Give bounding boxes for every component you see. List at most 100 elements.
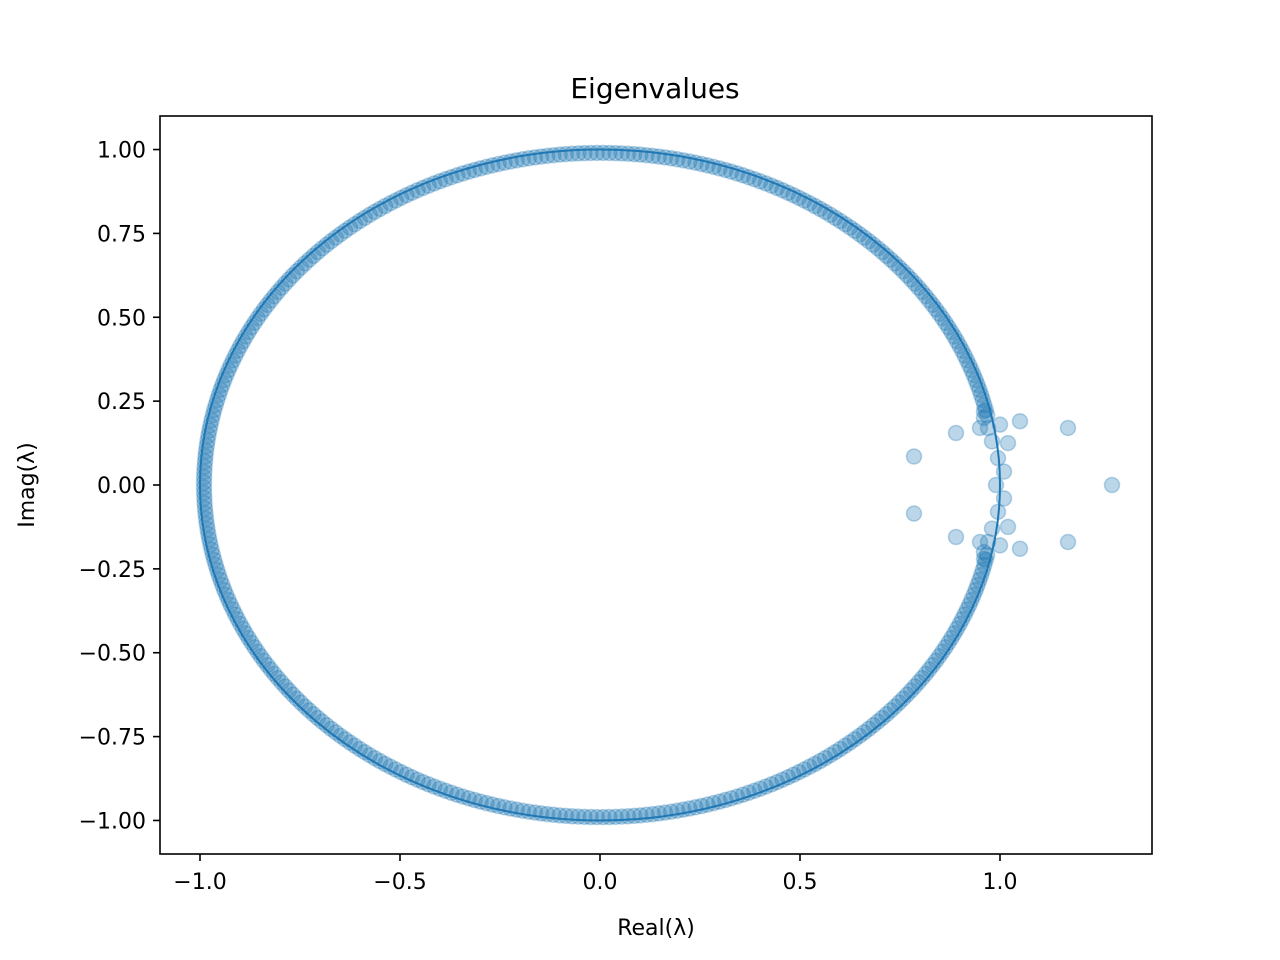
eigenvalue-point <box>195 474 213 491</box>
eigenvalue-point <box>873 709 891 727</box>
eigenvalue-point <box>318 236 335 253</box>
eigenvalue-point <box>906 678 924 695</box>
eigenvalue-point <box>991 416 1009 433</box>
eigenvalue-point <box>987 476 1005 494</box>
eigenvalue-point <box>288 263 306 280</box>
eigenvalue-point <box>284 686 302 703</box>
eigenvalue-point <box>917 665 935 683</box>
chart-title: Eigenvalues <box>570 72 739 105</box>
eigenvalue-point <box>905 505 923 522</box>
eigenvalue-point <box>292 694 310 711</box>
y-tick-label: −0.50 <box>79 642 146 667</box>
eigenvalue-point <box>313 240 331 257</box>
eigenvalue-point <box>882 251 900 268</box>
unit-circle <box>199 148 1001 822</box>
eigenvalue-point <box>886 255 904 272</box>
eigenvalue-point <box>322 720 340 738</box>
plot-area <box>195 144 1121 826</box>
eigenvalue-point <box>906 275 924 292</box>
y-axis-label: Imag(λ) <box>15 442 40 528</box>
eigenvalue-point <box>269 283 287 301</box>
eigenvalue-point <box>971 419 989 437</box>
eigenvalue-point <box>991 537 1009 554</box>
y-tick-label: 0.00 <box>97 474 146 499</box>
eigenvalue-points <box>195 144 1121 826</box>
eigenvalue-point <box>309 709 327 727</box>
eigenvalue-point <box>296 255 314 272</box>
x-axis-ticks: −1.0 −0.5 0.0 0.5 1.0 <box>173 854 1018 895</box>
eigenvalue-point <box>910 674 927 691</box>
eigenvalue-point <box>276 275 294 292</box>
x-axis-label: Real(λ) <box>617 916 695 941</box>
eigenvalue-point <box>947 424 965 442</box>
eigenvalue-point <box>999 518 1017 536</box>
eigenvalue-point <box>309 243 327 261</box>
eigenvalue-point <box>865 717 882 734</box>
eigenvalue-point <box>273 279 290 296</box>
x-tick-label: 1.0 <box>983 870 1018 895</box>
y-tick-label: −0.75 <box>79 726 146 751</box>
y-tick-label: 1.00 <box>97 139 146 164</box>
eigenvalue-point <box>902 682 920 699</box>
eigenvalue-point <box>894 690 912 707</box>
eigenvalue-point <box>975 550 993 568</box>
eigenvalue-point <box>296 698 314 715</box>
eigenvalue-point <box>878 705 895 723</box>
eigenvalue-point <box>280 271 298 288</box>
eigenvalue-point <box>1103 476 1121 494</box>
eigenvalue-point <box>979 419 997 437</box>
eigenvalue-point <box>878 247 895 265</box>
eigenvalue-point <box>265 665 283 683</box>
y-tick-label: 0.25 <box>97 390 146 415</box>
eigenvalue-point <box>1011 413 1029 430</box>
eigenvalue-point <box>971 533 989 551</box>
eigenvalue-point <box>292 259 310 276</box>
eigenvalue-point <box>890 259 908 276</box>
eigenvalue-point <box>886 698 904 715</box>
y-tick-label: 0.75 <box>97 222 146 247</box>
eigenvalue-point <box>979 533 997 551</box>
eigenvalue-point <box>869 713 887 730</box>
eigenvalue-point <box>894 263 912 280</box>
eigenvalue-point <box>313 713 331 730</box>
eigenvalue-point <box>905 448 923 465</box>
eigenvalue-point <box>910 279 927 296</box>
eigenvalue-point <box>305 705 322 723</box>
x-tick-label: −0.5 <box>373 870 426 895</box>
eigenvalue-point <box>890 694 908 711</box>
eigenvalue-point <box>1011 540 1029 557</box>
eigenvalue-point <box>280 682 298 699</box>
eigenvalue-point <box>1059 533 1077 551</box>
y-tick-label: −1.00 <box>79 809 146 834</box>
eigenvalue-point <box>999 434 1017 452</box>
eigenvalue-point <box>865 236 882 253</box>
unit-circle-layer <box>199 148 1001 822</box>
eigenvalue-point <box>265 287 283 305</box>
x-tick-label: −1.0 <box>173 870 226 895</box>
eigenvalue-point <box>860 232 878 250</box>
x-tick-label: 0.5 <box>783 870 818 895</box>
eigenvalue-point <box>882 702 900 719</box>
eigenvalue-point <box>913 283 931 301</box>
eigenvalue-point <box>305 247 322 265</box>
eigenvalue-point <box>269 669 287 687</box>
eigenvalue-point <box>869 240 887 257</box>
y-tick-label: 0.50 <box>97 306 146 331</box>
eigenvalue-point <box>898 686 916 703</box>
eigenvalue-point <box>284 267 302 284</box>
eigenvalue-point <box>273 674 290 691</box>
eigenvalue-point <box>276 678 294 695</box>
eigenvalue-point <box>947 528 965 546</box>
eigenvalue-point <box>917 287 935 305</box>
eigenvalue-point <box>1059 419 1077 437</box>
eigenvalue-point <box>288 690 306 707</box>
eigenvalue-point <box>975 402 993 420</box>
eigenvalue-point <box>318 717 335 734</box>
eigenvalue-point <box>300 251 318 268</box>
eigenvalue-point <box>913 669 931 687</box>
eigenvalue-point <box>322 232 340 250</box>
y-tick-label: −0.25 <box>79 558 146 583</box>
y-axis-ticks: 1.00 0.75 0.50 0.25 0.00 −0.25 −0.50 −0.75 −1.00 <box>79 139 160 834</box>
